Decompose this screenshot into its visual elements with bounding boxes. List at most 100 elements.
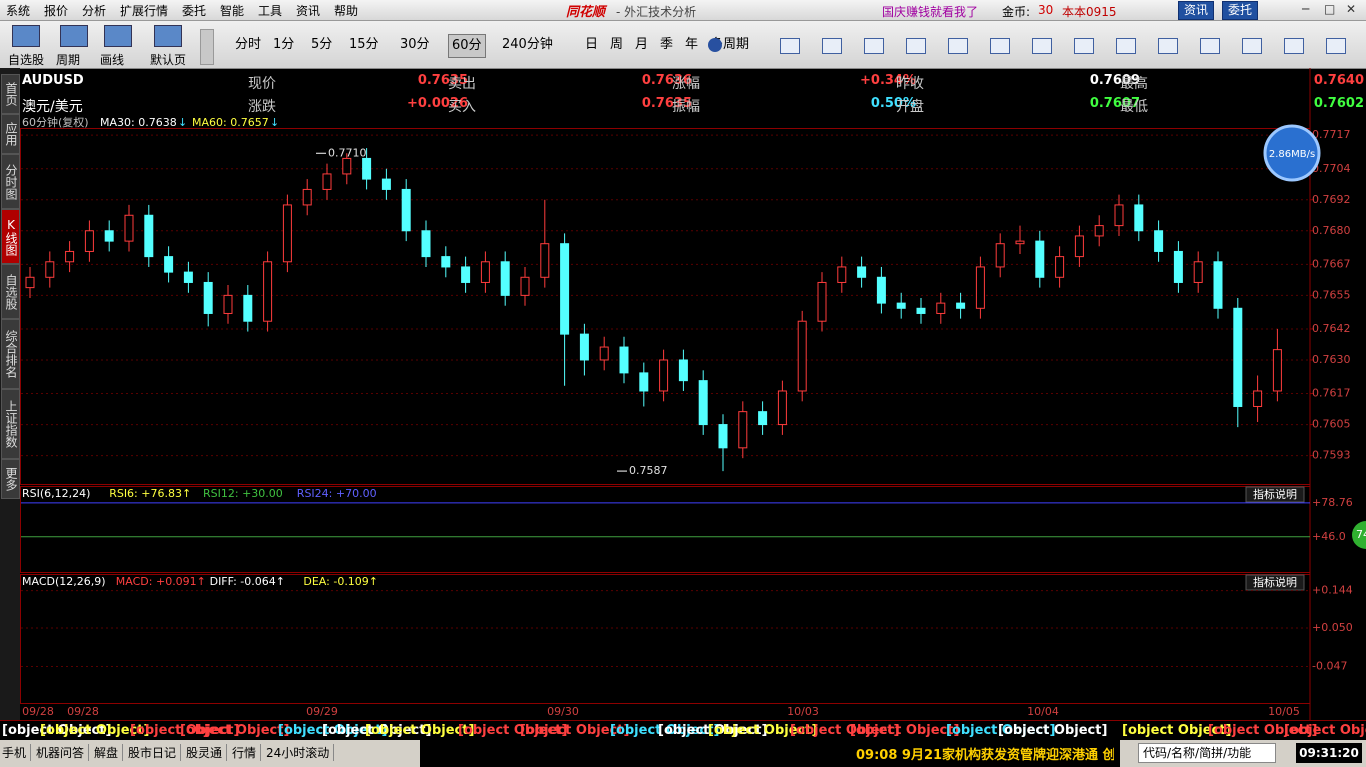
bottom-link[interactable]: 解盘 xyxy=(94,744,124,761)
bottom-link[interactable]: 24小时滚动 xyxy=(266,744,335,761)
quote-value: 0.7607 xyxy=(1089,96,1140,111)
candle-body xyxy=(975,266,985,309)
tool-label[interactable]: 画线 xyxy=(100,53,125,67)
draw-tool[interactable] xyxy=(948,38,968,54)
menu-item[interactable]: 资讯 xyxy=(296,4,321,18)
bottom-link[interactable]: 股灵通 xyxy=(186,744,228,761)
macd-label: MACD(12,26,9) xyxy=(22,575,106,588)
tool-label[interactable]: 自选股 xyxy=(8,53,45,67)
menu-item[interactable]: 委托 xyxy=(182,4,207,18)
menu-item[interactable]: 系统 xyxy=(6,4,31,18)
candle-body xyxy=(1193,261,1203,283)
side-tab[interactable]: 更多 xyxy=(1,459,20,499)
tool-icon xyxy=(60,25,88,47)
candle-body xyxy=(322,173,332,190)
bottom-link[interactable]: 行情 xyxy=(232,744,262,761)
y-tick-label: 0.7642 xyxy=(1312,322,1351,335)
side-tab[interactable]: K线图 xyxy=(1,209,20,264)
candle-body xyxy=(520,276,530,296)
period-tab[interactable]: 60分 xyxy=(448,34,486,58)
candle-body xyxy=(84,230,94,252)
window-control[interactable]: ─ xyxy=(1302,2,1310,16)
side-tab[interactable]: 自选股 xyxy=(1,264,20,319)
tool-label[interactable]: 默认页 xyxy=(150,53,187,67)
ticker-item: [object Object] xyxy=(658,723,768,738)
settings-icon[interactable] xyxy=(708,38,722,52)
draw-tool[interactable] xyxy=(1158,38,1178,54)
period-tab[interactable]: 15分 xyxy=(349,37,379,52)
candle-body xyxy=(1213,261,1223,309)
candle-body xyxy=(223,294,233,314)
period-tab[interactable]: 5分 xyxy=(311,37,333,52)
candle-body xyxy=(203,281,213,314)
side-tab[interactable]: 综合排名 xyxy=(1,319,20,389)
y-tick-label: +0.050 xyxy=(1312,621,1353,634)
draw-tool[interactable] xyxy=(1032,38,1052,54)
y-tick-label: 0.7704 xyxy=(1312,162,1351,175)
news-bg xyxy=(420,740,1120,767)
candle-body xyxy=(282,204,292,263)
quote-value: 0.7640 xyxy=(1313,73,1364,88)
quote-label: 涨幅 xyxy=(672,76,700,92)
side-tab[interactable]: 分时图 xyxy=(1,154,20,209)
bottom-link[interactable]: 手机 xyxy=(2,744,32,761)
candle-body xyxy=(896,302,906,309)
period-tab[interactable]: 周 xyxy=(610,37,624,52)
side-tab[interactable]: 上证指数 xyxy=(1,389,20,459)
period-tab[interactable]: 月 xyxy=(635,37,649,52)
tool-label[interactable]: 周期 xyxy=(56,53,81,67)
top-button[interactable]: 委托 xyxy=(1222,1,1259,20)
draw-tool[interactable] xyxy=(1200,38,1220,54)
period-tab[interactable]: 1分 xyxy=(273,37,295,52)
draw-tool[interactable] xyxy=(906,38,926,54)
draw-tool[interactable] xyxy=(990,38,1010,54)
bottom-link[interactable]: 股市日记 xyxy=(128,744,182,761)
side-tab[interactable]: 首页 xyxy=(1,74,20,114)
quote-label: 最低 xyxy=(1120,99,1148,115)
draw-tool[interactable] xyxy=(1116,38,1136,54)
draw-tool[interactable] xyxy=(1284,38,1304,54)
period-tab[interactable]: 30分 xyxy=(400,37,430,52)
window-control[interactable]: ✕ xyxy=(1346,2,1357,16)
candle-body xyxy=(1015,240,1025,245)
menu-item[interactable]: 报价 xyxy=(44,4,69,18)
period-tab[interactable]: 年 xyxy=(685,37,699,52)
draw-tool[interactable] xyxy=(864,38,884,54)
draw-tool[interactable] xyxy=(1242,38,1262,54)
draw-tool[interactable] xyxy=(822,38,842,54)
ticker-item: [object Object] xyxy=(946,723,1056,738)
period-tab[interactable]: 日 xyxy=(585,37,599,52)
candle-body xyxy=(124,214,134,242)
rsi-label: RSI12: +30.00 xyxy=(203,487,283,500)
draw-tool[interactable] xyxy=(780,38,800,54)
menu-item[interactable]: 分析 xyxy=(82,4,107,18)
menu-item[interactable]: 扩展行情 xyxy=(120,4,169,18)
y-tick-label: 0.7680 xyxy=(1312,224,1351,237)
candle-body xyxy=(164,256,174,273)
quote-value: 0.7635 xyxy=(641,96,692,111)
x-tick-label: 09/28 xyxy=(67,705,99,718)
window-control[interactable]: □ xyxy=(1324,2,1336,16)
menu-item[interactable]: 智能 xyxy=(220,4,245,18)
search-box[interactable]: 代码/名称/简拼/功能 xyxy=(1138,743,1276,763)
candle-body xyxy=(936,302,946,314)
candle-body xyxy=(263,261,273,322)
ticker-item: [object Object] xyxy=(322,723,432,738)
promo-link[interactable]: 国庆赚钱就看我了 xyxy=(882,5,979,19)
ticker-item: [object Object] xyxy=(130,723,240,738)
menu-item[interactable]: 帮助 xyxy=(334,4,359,18)
draw-tool[interactable] xyxy=(1326,38,1346,54)
period-tab[interactable]: 分时 xyxy=(235,37,262,52)
draw-tool[interactable] xyxy=(1074,38,1094,54)
x-tick-label: 09/30 xyxy=(547,705,579,718)
period-label: 60分钟(复权) xyxy=(22,115,89,129)
period-tab[interactable]: 240分钟 xyxy=(502,37,553,52)
bottom-link[interactable]: 机器问答 xyxy=(36,744,90,761)
top-button[interactable]: 资讯 xyxy=(1178,1,1215,20)
side-tab[interactable]: 应用 xyxy=(1,114,20,154)
menu-bar: 系统 报价 分析 扩展行情 委托 智能 工具 资讯 帮助 同花顺 - 外汇技术分析 国庆赚钱就看我了金… xyxy=(0,0,1366,21)
candle-body xyxy=(876,276,886,304)
ma-arrow: ↓ xyxy=(270,116,279,129)
period-tab[interactable]: 季 xyxy=(660,37,674,52)
menu-item[interactable]: 工具 xyxy=(258,4,283,18)
